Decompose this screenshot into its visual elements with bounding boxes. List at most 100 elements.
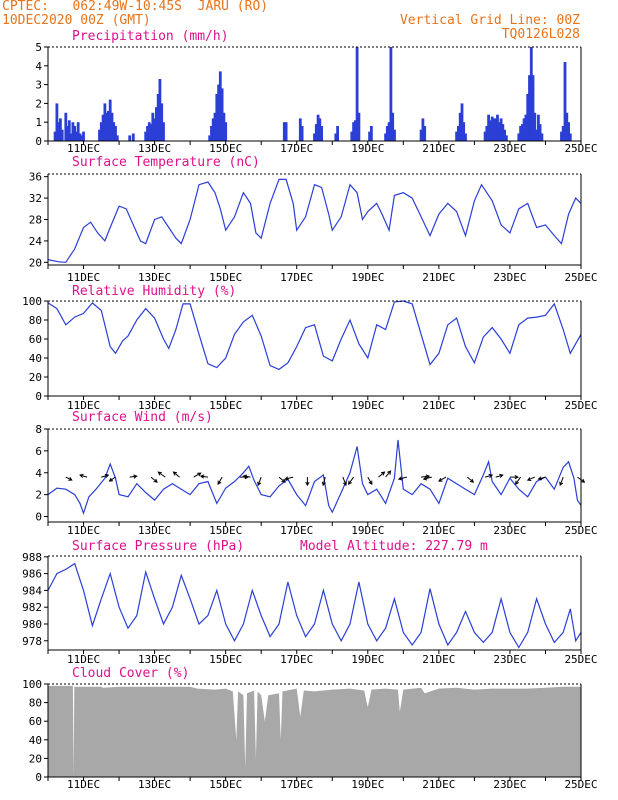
precip-bar bbox=[101, 114, 105, 141]
wind-vector bbox=[65, 476, 73, 481]
precip-bar bbox=[67, 120, 71, 141]
panel-title: Cloud Cover (%) bbox=[72, 666, 189, 681]
x-tick-label: 15DEC bbox=[209, 778, 242, 791]
wind-arrowhead bbox=[284, 476, 289, 481]
wind-arrowhead bbox=[469, 478, 475, 483]
panel-precip: Precipitation (mm/h) 0 1 2 3 4 5 11DEC 13DEC 15DE… bbox=[35, 29, 597, 155]
wind-vector bbox=[385, 470, 391, 478]
precip-bar bbox=[76, 122, 80, 141]
wind-vector bbox=[278, 476, 286, 483]
wind-arrowhead bbox=[499, 473, 504, 478]
wind-arrowhead bbox=[537, 476, 543, 481]
wind-arrowhead bbox=[305, 481, 310, 487]
wind-arrowhead bbox=[580, 478, 586, 483]
wind-arrowhead bbox=[172, 471, 178, 476]
x-tick-label: 21DEC bbox=[422, 399, 455, 412]
wind-arrowhead bbox=[133, 474, 138, 479]
x-tick-label: 19DEC bbox=[351, 399, 384, 412]
wind-arrowhead bbox=[368, 480, 373, 485]
precip-bar bbox=[533, 112, 537, 141]
precip-bar bbox=[519, 126, 522, 141]
x-tick-label: 13DEC bbox=[138, 399, 171, 412]
precip-bar bbox=[146, 126, 149, 141]
wind-arrowhead bbox=[242, 474, 247, 479]
precip-bar bbox=[313, 133, 316, 141]
precip-bar bbox=[531, 75, 535, 141]
precip-bar bbox=[75, 131, 78, 141]
precip-bar bbox=[483, 131, 487, 141]
wind-vector bbox=[438, 476, 447, 482]
precip-bar bbox=[387, 122, 391, 141]
y-tick-label: 40 bbox=[29, 734, 42, 747]
precip-bar bbox=[69, 133, 73, 141]
precip-bar bbox=[149, 124, 153, 141]
precip-bar bbox=[336, 126, 339, 141]
precip-bar bbox=[505, 135, 508, 141]
x-tick-label: 15DEC bbox=[209, 399, 242, 412]
precip-bar bbox=[153, 118, 156, 141]
wind-vector bbox=[109, 476, 116, 482]
panel-cloud: Cloud Cover (%) 0 20 40 60 80 100 11DEC 13DEC 15D… bbox=[22, 666, 597, 791]
precip-bar bbox=[316, 114, 320, 141]
x-tick-label: 25DEC bbox=[564, 778, 597, 791]
wind-vector bbox=[466, 476, 474, 483]
precip-bar bbox=[385, 126, 389, 141]
y-tick-label: 978 bbox=[22, 635, 42, 648]
x-tick-label: 15DEC bbox=[209, 653, 242, 666]
precip-bar bbox=[560, 131, 563, 141]
precip-bar bbox=[501, 124, 505, 141]
x-tick-label: 13DEC bbox=[138, 142, 171, 155]
precip-bar bbox=[107, 110, 110, 141]
x-tick-label: 17DEC bbox=[280, 142, 313, 155]
y-tick-label: 100 bbox=[22, 295, 42, 308]
precip-bar bbox=[521, 124, 524, 141]
wind-arrowhead bbox=[157, 471, 162, 476]
precip-bar bbox=[526, 94, 530, 141]
x-tick-label: 15DEC bbox=[209, 271, 242, 284]
y-tick-label: 80 bbox=[29, 314, 42, 327]
panel-annotation: Model Altitude: 227.79 m bbox=[300, 539, 488, 554]
wind-vector bbox=[257, 476, 262, 486]
wind-vector bbox=[348, 476, 355, 485]
precip-bar bbox=[105, 112, 108, 141]
x-tick-label: 15DEC bbox=[209, 142, 242, 155]
x-tick-label: 25DEC bbox=[564, 524, 597, 537]
precip-bar bbox=[300, 126, 304, 141]
panel-humidity: Relative Humidity (%) 0 20 40 60 80 100 11DEC 13… bbox=[22, 284, 597, 412]
y-tick-label: 36 bbox=[29, 171, 42, 184]
y-tick-label: 986 bbox=[22, 568, 42, 581]
precip-bar bbox=[215, 94, 219, 141]
wind-arrowhead bbox=[104, 473, 110, 478]
precip-bar bbox=[462, 122, 466, 141]
precip-bar bbox=[421, 118, 425, 141]
station-header: CPTEC: 062:49W-10:45S JARU (RO) bbox=[2, 0, 269, 14]
wind-vector bbox=[101, 474, 109, 478]
x-tick-label: 11DEC bbox=[67, 271, 100, 284]
precip-bar bbox=[457, 126, 460, 141]
panel-temp: Surface Temperature (nC) 20 24 28 32 36 11DEC 1… bbox=[29, 155, 598, 284]
wind-arrowhead bbox=[514, 480, 519, 485]
precip-bar bbox=[155, 107, 158, 141]
x-tick-label: 25DEC bbox=[564, 142, 597, 155]
precip-bar bbox=[60, 129, 64, 141]
wind-arrowhead bbox=[199, 474, 205, 479]
precip-bar bbox=[352, 122, 355, 141]
precip-bar bbox=[563, 62, 567, 141]
y-tick-label: 8 bbox=[35, 423, 42, 436]
y-tick-label: 60 bbox=[29, 715, 42, 728]
precip-bar bbox=[455, 131, 458, 141]
x-tick-label: 17DEC bbox=[280, 653, 313, 666]
precip-bar bbox=[71, 122, 75, 141]
precip-bar bbox=[55, 103, 59, 141]
precip-bar bbox=[144, 131, 148, 141]
precip-bar bbox=[522, 118, 526, 141]
x-tick-label: 19DEC bbox=[351, 653, 384, 666]
precip-bar bbox=[391, 112, 395, 141]
precip-bar bbox=[496, 114, 499, 141]
wind-vector bbox=[193, 472, 201, 478]
wind-vector bbox=[515, 476, 522, 485]
precip-bar bbox=[224, 122, 228, 141]
precip-bar bbox=[357, 112, 361, 141]
precip-bar bbox=[370, 126, 373, 141]
x-tick-label: 13DEC bbox=[138, 524, 171, 537]
